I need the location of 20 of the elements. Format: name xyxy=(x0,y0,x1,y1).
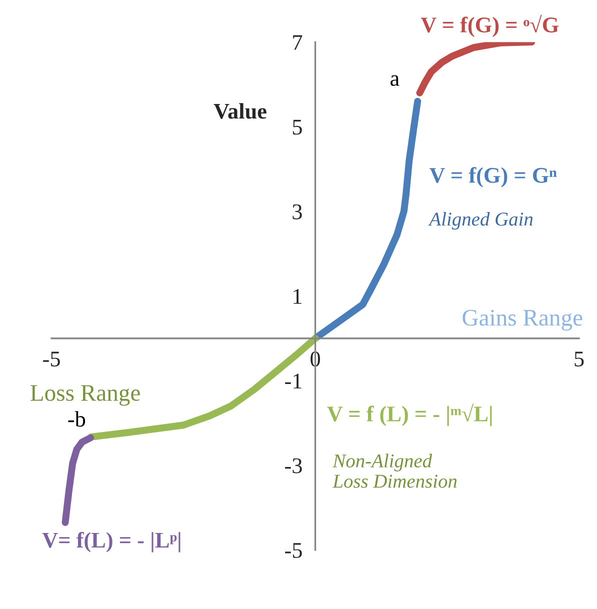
y-tick-label: -1 xyxy=(285,374,302,388)
annotation: -b xyxy=(68,411,86,427)
annotation: Loss Range xyxy=(30,385,140,406)
y-tick-label: -5 xyxy=(285,543,302,558)
y-tick-label: 1 xyxy=(294,289,302,304)
x-tick-label: -5 xyxy=(43,352,60,366)
series-label: V = f(G) = ᵒ√G xyxy=(420,14,559,38)
y-tick-label: 5 xyxy=(292,120,302,135)
annotation: Aligned Gain xyxy=(428,212,533,230)
series-label: V= f(L) = - |Lᵖ| xyxy=(42,532,180,552)
y-axis-title: Value xyxy=(214,103,266,119)
text: V = f (L) = - |ᵐ√L| xyxy=(327,404,492,426)
x-tick-label: 5 xyxy=(574,352,584,366)
y-tick-label: -3 xyxy=(285,458,302,474)
y-tick-label: 3 xyxy=(292,204,302,220)
annotation: Gains Range xyxy=(462,310,582,331)
annotation: Non-Aligned Loss Dimension xyxy=(332,454,457,488)
series-label: V = f(G) = Gⁿ xyxy=(429,166,557,188)
y-tick-label: 7 xyxy=(293,35,302,50)
annotation: a xyxy=(390,75,400,86)
